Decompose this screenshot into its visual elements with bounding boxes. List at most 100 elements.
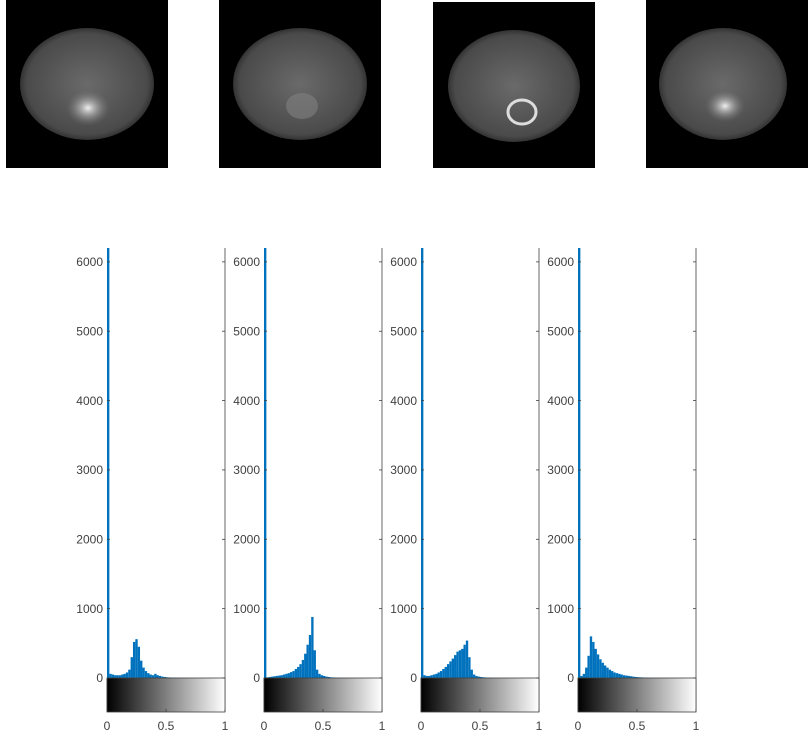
- histogram-bar: [471, 670, 473, 678]
- histogram-bar: [613, 672, 615, 678]
- histogram-bar: [142, 668, 144, 678]
- histogram-bar: [311, 617, 313, 678]
- histogram-bar: [583, 674, 585, 678]
- histogram-bar: [456, 652, 458, 678]
- x-tick-label: 0.5: [158, 719, 175, 733]
- histogram-bar: [578, 248, 580, 678]
- histogram-bar: [309, 635, 311, 678]
- histogram-bar: [609, 670, 611, 678]
- histogram-bar: [124, 674, 126, 678]
- histogram-bar: [299, 664, 301, 678]
- y-tick-label: 2000: [547, 532, 574, 546]
- y-tick-label: 4000: [233, 394, 260, 408]
- histogram-bar: [114, 675, 116, 678]
- y-tick-label: 4000: [390, 394, 417, 408]
- y-tick-label: 0: [410, 671, 417, 685]
- histogram-bar: [297, 667, 299, 678]
- brain: [448, 30, 580, 142]
- histogram-bar: [283, 675, 285, 678]
- histogram-bar: [585, 668, 587, 678]
- y-tick-label: 1000: [76, 602, 103, 616]
- y-tick-label: 4000: [76, 394, 103, 408]
- colorbar: [107, 678, 225, 712]
- histogram-bar: [318, 674, 320, 678]
- histogram-chart: 010002000300040005000600000.51: [233, 248, 385, 733]
- x-tick-label: 0.5: [629, 719, 646, 733]
- histogram-bar: [452, 659, 454, 678]
- histogram-chart: 010002000300040005000600000.51: [547, 248, 699, 733]
- y-tick-label: 5000: [233, 324, 260, 338]
- histogram-bar: [135, 639, 137, 678]
- lesion: [66, 90, 110, 126]
- histogram-bar: [463, 645, 465, 678]
- histogram-bar: [140, 661, 142, 678]
- y-tick-label: 3000: [547, 463, 574, 477]
- y-tick-label: 3000: [76, 463, 103, 477]
- histogram-bar: [421, 248, 423, 678]
- histogram-bar: [295, 669, 297, 678]
- y-tick-label: 2000: [76, 532, 103, 546]
- histogram-bar: [314, 650, 316, 678]
- figure: 0 1000 2000 3000 4000 5000 6000 0 0.5 1 0 1000 2000 3…: [0, 0, 808, 737]
- y-tick-label: 0: [96, 671, 103, 685]
- x-tick-label: 0.5: [315, 719, 332, 733]
- histogram-bar: [316, 670, 318, 678]
- histogram-bar: [620, 675, 622, 678]
- histogram-bar: [599, 659, 601, 678]
- histogram-bar: [459, 650, 461, 678]
- brain: [659, 28, 787, 140]
- brain: [233, 28, 367, 140]
- histogram-bar: [445, 667, 447, 678]
- histogram-bar: [606, 668, 608, 678]
- y-tick-label: 1000: [233, 602, 260, 616]
- histogram-bar: [461, 649, 463, 678]
- histogram-bar: [435, 674, 437, 678]
- histogram-bar: [618, 674, 620, 678]
- histogram-bar: [131, 657, 133, 678]
- y-tick-label: 5000: [76, 324, 103, 338]
- histogram-bar: [116, 675, 118, 678]
- histogram-bar: [304, 654, 306, 678]
- histogram-bar: [449, 661, 451, 678]
- y-tick-label: 2000: [233, 532, 260, 546]
- x-tick-label: 1: [222, 719, 229, 733]
- histogram-bar: [454, 655, 456, 678]
- histogram-bar: [292, 671, 294, 678]
- histogram-bar: [285, 674, 287, 678]
- y-tick-label: 1000: [390, 602, 417, 616]
- histogram-bar: [433, 675, 435, 678]
- colorbar: [578, 678, 696, 712]
- histogram-bar: [154, 674, 156, 678]
- histogram-bar: [604, 666, 606, 678]
- histogram-bar: [149, 675, 151, 678]
- y-tick-label: 3000: [233, 463, 260, 477]
- histogram-chart: 010002000300040005000600000.51: [390, 248, 542, 733]
- y-tick-label: 6000: [390, 255, 417, 269]
- x-tick-label: 0: [575, 719, 582, 733]
- histogram-bar: [290, 672, 292, 678]
- histogram-bar: [107, 248, 109, 678]
- histogram-bar: [121, 675, 123, 678]
- histogram-bar: [138, 647, 140, 678]
- histogram-bar: [438, 672, 440, 678]
- histogram-bar: [157, 675, 159, 678]
- y-tick-label: 4000: [547, 394, 574, 408]
- lesion: [705, 90, 745, 122]
- y-tick-label: 5000: [390, 324, 417, 338]
- y-tick-label: 6000: [547, 255, 574, 269]
- histogram-bar: [264, 248, 266, 678]
- y-tick-label: 0: [253, 671, 260, 685]
- y-tick-label: 5000: [547, 324, 574, 338]
- histogram-bar: [590, 636, 592, 678]
- histogram-bar: [616, 673, 618, 678]
- histogram-bar: [152, 675, 154, 678]
- histogram-bar: [611, 671, 613, 678]
- histogram-bar: [109, 674, 111, 678]
- histogram-bar: [112, 675, 114, 678]
- histogram-bar: [587, 656, 589, 678]
- histogram-bar: [447, 664, 449, 678]
- histogram-bar: [302, 660, 304, 678]
- colorbar: [421, 678, 539, 712]
- histogram-bar: [473, 675, 475, 678]
